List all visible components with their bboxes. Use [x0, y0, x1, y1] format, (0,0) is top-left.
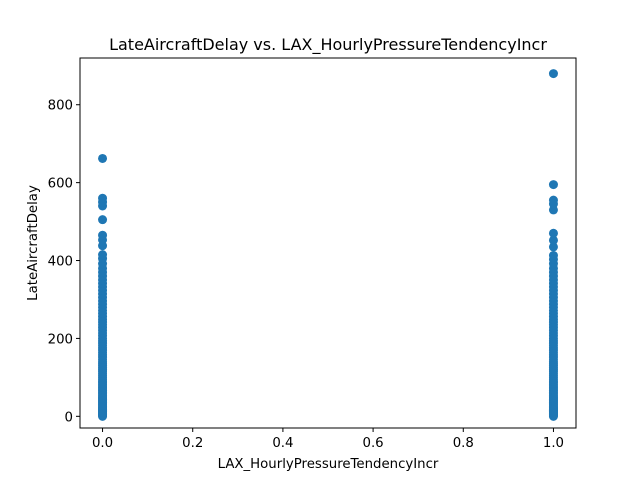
y-axis-title: LateAircraftDelay [26, 185, 41, 301]
x-tick-label: 0.8 [453, 436, 474, 451]
x-axis-title: LAX_HourlyPressureTendencyIncr [218, 457, 439, 472]
data-point [548, 195, 558, 205]
x-tick-label: 0.0 [92, 436, 113, 451]
data-point [98, 230, 108, 240]
data-point [548, 228, 558, 238]
x-tick-label: 0.2 [182, 436, 203, 451]
y-tick-label: 600 [48, 177, 73, 192]
x-axis: 0.0 0.2 0.4 0.6 0.8 1.0 [92, 428, 564, 451]
data-point [548, 69, 558, 79]
data-point [548, 250, 558, 260]
chart-title: LateAircraftDelay vs. LAX_HourlyPressure… [109, 35, 547, 55]
x-tick-label: 0.6 [363, 436, 384, 451]
y-tick-label: 0 [65, 410, 73, 425]
y-tick-label: 400 [48, 255, 73, 270]
data-point [98, 215, 108, 225]
y-tick-label: 200 [48, 332, 73, 347]
data-point [548, 180, 558, 190]
points-layer [98, 69, 558, 421]
data-point [548, 242, 558, 252]
data-point [98, 153, 108, 163]
y-tick-label: 800 [48, 99, 73, 114]
data-point [548, 235, 558, 245]
data-point [98, 250, 108, 260]
plot-frame [79, 57, 577, 429]
x-tick-label: 0.4 [272, 436, 293, 451]
data-point [98, 193, 108, 203]
x-tick-label: 1.0 [543, 436, 564, 451]
y-axis: 0 200 400 600 800 [48, 99, 80, 425]
